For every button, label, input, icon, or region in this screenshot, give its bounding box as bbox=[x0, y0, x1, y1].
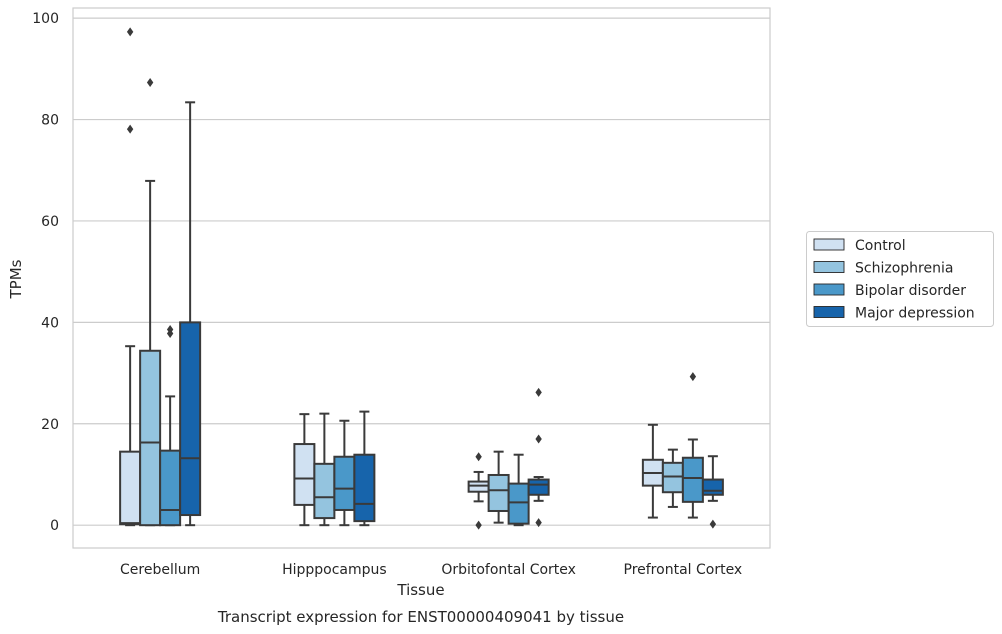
box bbox=[487, 473, 510, 512]
box bbox=[313, 462, 336, 520]
box-group bbox=[507, 453, 530, 527]
box-group bbox=[313, 412, 336, 527]
x-tick-labels: Cerebellum Hipppocampus Orbitofontal Corte… bbox=[120, 562, 742, 578]
box bbox=[527, 478, 550, 496]
x-tick-label: Cerebellum bbox=[120, 562, 200, 578]
x-tick-label: Prefrontal Cortex bbox=[624, 562, 743, 578]
box bbox=[661, 461, 684, 494]
x-axis-label: Tissue bbox=[396, 581, 444, 599]
boxes-layer bbox=[119, 27, 724, 530]
box-group bbox=[487, 450, 510, 524]
outlier-point bbox=[709, 519, 717, 529]
outlier-point bbox=[126, 27, 134, 37]
box-group bbox=[641, 423, 664, 519]
outlier-point bbox=[475, 520, 482, 530]
legend-label: Major depression bbox=[855, 306, 975, 322]
outlier-point bbox=[166, 329, 174, 339]
box-group bbox=[293, 413, 316, 527]
box bbox=[139, 349, 162, 527]
box-group bbox=[467, 452, 490, 530]
box bbox=[159, 449, 182, 527]
chart-caption: Transcript expression for ENST0000040904… bbox=[217, 608, 624, 626]
legend-label: Bipolar disorder bbox=[855, 283, 966, 299]
box bbox=[333, 455, 356, 511]
y-tick-label: 40 bbox=[41, 315, 59, 331]
plot-frame bbox=[72, 7, 771, 549]
box bbox=[353, 453, 376, 523]
outlier-point bbox=[689, 372, 697, 382]
outlier-point bbox=[535, 518, 542, 528]
y-tick-label: 20 bbox=[41, 417, 59, 433]
legend-swatch bbox=[813, 306, 845, 318]
legend-swatch bbox=[813, 261, 845, 273]
box bbox=[179, 321, 202, 517]
box bbox=[467, 480, 490, 493]
y-tick-label: 100 bbox=[32, 11, 59, 27]
y-tick-labels: 0 20 40 60 80 100 bbox=[32, 11, 59, 534]
y-tick-label: 80 bbox=[41, 113, 59, 129]
box-group bbox=[661, 448, 684, 508]
box-group bbox=[119, 27, 142, 527]
grid-layer bbox=[73, 17, 770, 526]
x-tick-label: Orbitofontal Cortex bbox=[441, 562, 576, 578]
legend-swatch bbox=[813, 283, 845, 296]
box-group bbox=[681, 372, 704, 519]
box bbox=[119, 450, 142, 526]
legend-frame bbox=[806, 231, 994, 327]
box bbox=[293, 443, 316, 506]
y-axis-label: TPMs bbox=[7, 259, 25, 299]
legend-label: Control bbox=[855, 238, 906, 254]
box-group bbox=[159, 324, 182, 527]
box bbox=[681, 456, 704, 503]
legend-swatch bbox=[813, 238, 845, 251]
box-group bbox=[139, 78, 162, 527]
box-group bbox=[179, 101, 202, 527]
box bbox=[507, 482, 530, 525]
legend-label: Schizophrenia bbox=[855, 261, 953, 277]
outlier-point bbox=[535, 434, 542, 444]
box-group bbox=[353, 410, 376, 527]
box-group bbox=[333, 419, 356, 527]
box bbox=[701, 478, 724, 496]
outlier-point bbox=[146, 78, 154, 88]
legend-items: Control Schizophrenia Bipolar disorder Majo… bbox=[813, 238, 975, 322]
outlier-point bbox=[535, 387, 542, 397]
y-tick-label: 0 bbox=[50, 518, 59, 534]
box-group bbox=[701, 455, 724, 529]
box-group bbox=[527, 387, 550, 528]
outlier-point bbox=[475, 452, 482, 462]
y-tick-label: 60 bbox=[41, 214, 59, 230]
outlier-point bbox=[126, 124, 134, 134]
x-tick-label: Hipppocampus bbox=[282, 562, 387, 578]
legend: Control Schizophrenia Bipolar disorder Majo… bbox=[806, 231, 994, 327]
